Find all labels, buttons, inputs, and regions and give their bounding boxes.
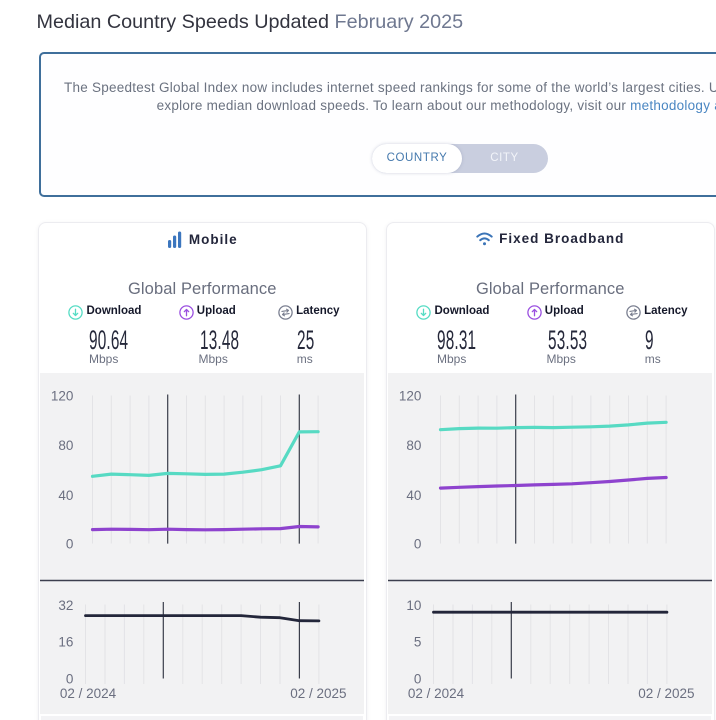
svg-text:0: 0	[414, 671, 422, 686]
svg-text:02 / 2024: 02 / 2024	[408, 686, 465, 701]
svg-text:80: 80	[406, 438, 421, 453]
svg-text:120: 120	[399, 388, 422, 403]
svg-text:0: 0	[66, 536, 74, 551]
svg-text:40: 40	[58, 487, 73, 502]
svg-text:120: 120	[51, 388, 74, 403]
svg-text:0: 0	[414, 536, 422, 551]
svg-text:0: 0	[66, 671, 74, 686]
svg-text:80: 80	[58, 438, 73, 453]
svg-text:5: 5	[414, 634, 422, 649]
svg-text:02 / 2025: 02 / 2025	[638, 686, 694, 701]
svg-text:16: 16	[58, 634, 73, 649]
svg-text:32: 32	[58, 597, 73, 612]
svg-text:40: 40	[406, 487, 421, 502]
svg-text:02 / 2024: 02 / 2024	[60, 686, 117, 701]
svg-text:02 / 2025: 02 / 2025	[290, 686, 346, 701]
svg-text:10: 10	[406, 597, 421, 612]
